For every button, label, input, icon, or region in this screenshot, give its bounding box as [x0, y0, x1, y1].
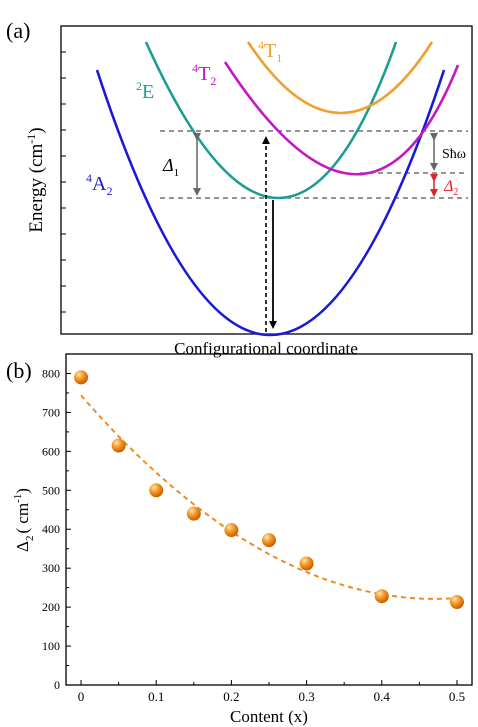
curve-4T2 [223, 61, 460, 176]
y-tick-label: 0 [54, 678, 60, 692]
state-label-4T2: 4T2 [192, 61, 216, 88]
x-tick-label: 0.2 [223, 689, 239, 704]
y-tick-label: 500 [42, 483, 60, 497]
y-tick-label: 400 [42, 522, 60, 536]
panel-a-y-ticks [61, 51, 66, 313]
y-tick-label: 800 [42, 366, 60, 380]
x-tick-label: 0.1 [148, 689, 164, 704]
y-tick-label: 300 [42, 561, 60, 575]
delta1-label: Δ1 [162, 155, 179, 179]
y-tick-label: 200 [42, 600, 60, 614]
y-tick-label: 700 [42, 405, 60, 419]
panel-a-ylabel: Energy (cm-1) [24, 127, 47, 232]
x-tick-label: 0.3 [298, 689, 314, 704]
fit-curve [80, 394, 458, 600]
data-point [111, 438, 126, 453]
curve-2E [144, 41, 398, 200]
state-label-4T1: 4T1 [258, 38, 282, 65]
data-point [262, 533, 276, 548]
x-tick-label: 0.5 [449, 689, 465, 704]
y-tick-label: 600 [42, 444, 60, 458]
panel-b-y-ticks: 0 100 200 300 400 500 600 700 800 [42, 366, 71, 692]
curve-4A2 [95, 69, 446, 337]
data-point [186, 506, 201, 521]
panel-b-label: (b) [6, 358, 32, 383]
data-point [224, 523, 239, 538]
data-point [374, 589, 389, 604]
panel-b-frame [65, 353, 473, 686]
svg-text:Δ2( cm-1): Δ2( cm-1) [12, 488, 36, 552]
y-tick-label: 100 [42, 639, 60, 653]
data-point [449, 595, 464, 610]
svg-text:Energy (cm-1): Energy (cm-1) [24, 127, 47, 232]
x-tick-label: 0.4 [374, 689, 391, 704]
data-point [74, 370, 89, 385]
data-point [149, 483, 164, 498]
x-tick-label: 0 [78, 689, 85, 704]
curve-4T1 [246, 41, 434, 115]
panel-a-xlabel: Configurational coordinate [174, 339, 358, 358]
panel-b-x-ticks: 0 0.1 0.2 0.3 0.4 0.5 [78, 680, 465, 704]
panel-a-label: (a) [6, 18, 30, 43]
panel-b-ylabel: Δ2( cm-1) [12, 488, 36, 552]
state-label-2E: 2E [136, 79, 154, 103]
data-point [299, 556, 314, 571]
shw-label: Sħω [442, 147, 466, 162]
state-label-4A2: 4A2 [86, 171, 112, 198]
delta2-label: Δ2 [443, 178, 458, 198]
energy-levels-dashed [160, 130, 468, 199]
panel-b-xlabel: Content (x) [230, 707, 308, 726]
data-points [74, 370, 464, 610]
